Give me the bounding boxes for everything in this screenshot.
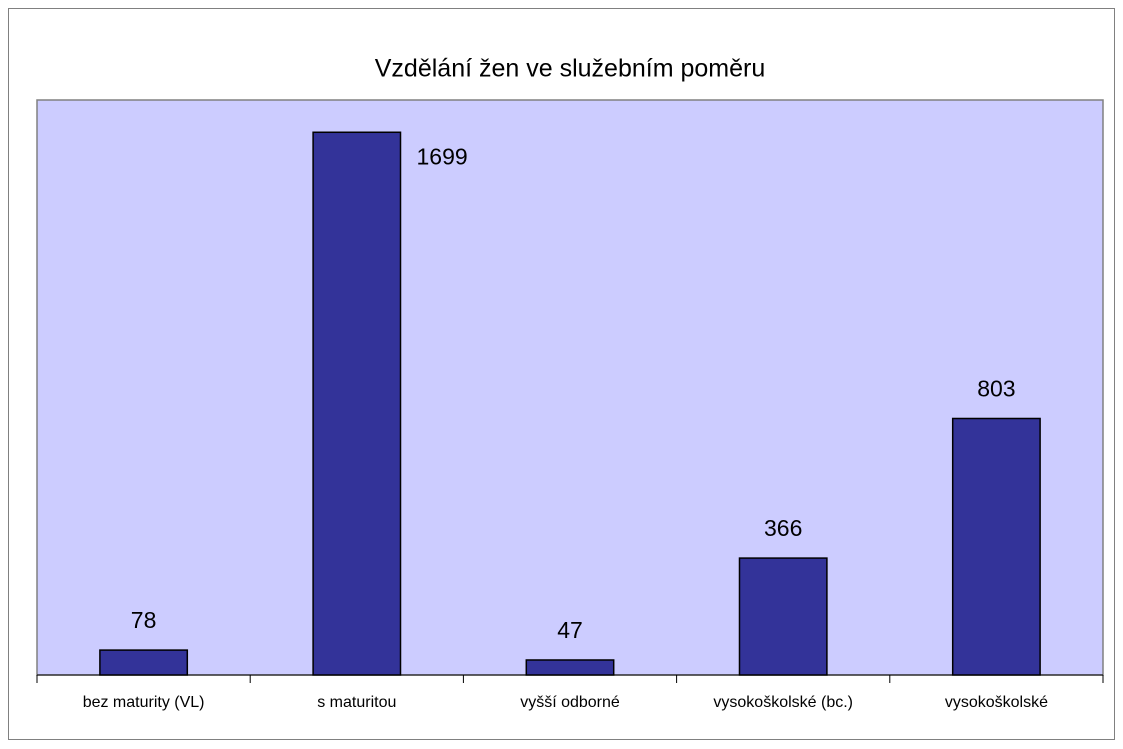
plot-area (36, 99, 1104, 676)
x-tick-label: vysokoškolské (bc.) (713, 694, 853, 711)
bar (312, 131, 402, 676)
x-tick-label: vysokoškolské (945, 694, 1048, 711)
x-tick-label: s maturitou (317, 694, 396, 711)
data-label: 366 (764, 515, 802, 541)
bar (99, 649, 189, 676)
x-tick-label: bez maturity (VL) (83, 694, 205, 711)
data-label: 47 (557, 617, 583, 643)
bar (738, 557, 828, 676)
chart-title: Vzdělání žen ve služebním poměru (375, 55, 766, 83)
data-label: 78 (131, 607, 157, 633)
x-tick-label: vyšší odborné (520, 694, 620, 711)
data-label: 1699 (417, 143, 468, 169)
bar (525, 659, 615, 676)
bar (951, 417, 1041, 676)
data-label: 803 (977, 376, 1015, 402)
